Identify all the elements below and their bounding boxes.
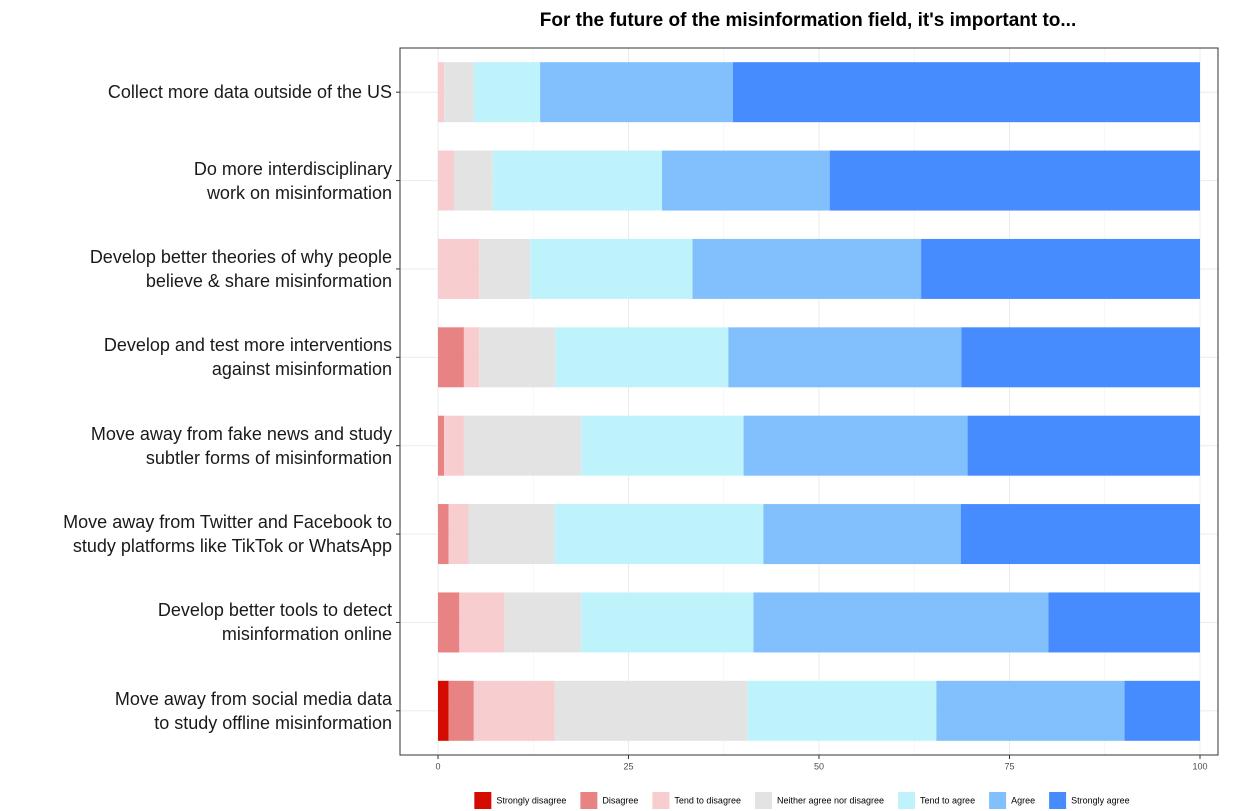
bar-segment xyxy=(732,62,1200,123)
bar-segment xyxy=(438,592,460,653)
y-tick-label: Develop and test more interventions agai… xyxy=(103,335,392,380)
bar-segment xyxy=(662,150,830,211)
bar-segment xyxy=(581,415,744,476)
bar-segment xyxy=(438,62,445,123)
y-tick-label: Do more interdisciplinary work on misinf… xyxy=(193,158,392,203)
bar-segment xyxy=(540,62,733,123)
bar-segment xyxy=(692,238,922,299)
bar-segment xyxy=(459,592,505,653)
bar-segment xyxy=(438,415,445,476)
bar-segment xyxy=(728,327,962,388)
bar-segment xyxy=(479,238,531,299)
bar-segment xyxy=(753,592,1049,653)
legend-label: Tend to agree xyxy=(920,795,975,805)
bar-segment xyxy=(530,238,693,299)
panel-border xyxy=(399,47,1219,756)
legend-label: Disagree xyxy=(602,795,638,805)
x-tick-label: 0 xyxy=(435,761,440,771)
y-tick-label: Collect more data outside of the US xyxy=(107,82,392,103)
bar-segment xyxy=(967,415,1200,476)
bar-segment xyxy=(473,680,555,741)
y-tick-label: Move away from Twitter and Facebook to s… xyxy=(63,512,392,557)
bar-segment xyxy=(554,680,748,741)
bar-segment xyxy=(438,238,480,299)
bar-segment xyxy=(438,327,464,388)
x-tick-label: 100 xyxy=(1192,761,1207,771)
legend-label: Strongly agree xyxy=(1071,795,1130,805)
bar-segment xyxy=(829,150,1200,211)
legend-label: Strongly disagree xyxy=(496,795,566,805)
bar-segment xyxy=(463,415,582,476)
bar-segment xyxy=(1048,592,1200,653)
legend-label: Neither agree nor disagree xyxy=(777,795,884,805)
x-tick-label: 75 xyxy=(1004,761,1014,771)
legend-swatch xyxy=(1049,792,1067,809)
bar-segment xyxy=(1124,680,1200,741)
legend-swatch xyxy=(754,792,772,809)
chart-title: For the future of the misinformation fie… xyxy=(540,10,1077,31)
x-tick-label: 25 xyxy=(623,761,633,771)
legend-swatch xyxy=(580,792,598,809)
bar-segment xyxy=(554,504,764,565)
bar-segment xyxy=(504,592,582,653)
y-tick-label: Develop better tools to detect misinform… xyxy=(157,600,392,645)
bar-segment xyxy=(747,680,937,741)
bar-segment xyxy=(468,504,555,565)
bar-segment xyxy=(448,504,469,565)
bar-segment xyxy=(473,62,541,123)
bar-segment xyxy=(763,504,961,565)
bar-segment xyxy=(555,327,729,388)
legend-swatch xyxy=(474,792,492,809)
y-tick-label: Develop better theories of why people be… xyxy=(89,246,392,291)
bar-segment xyxy=(438,680,449,741)
bar-segment xyxy=(444,62,474,123)
bar-segment xyxy=(581,592,754,653)
bar-segment xyxy=(492,150,663,211)
legend-label: Agree xyxy=(1011,795,1035,805)
legend-swatch xyxy=(989,792,1007,809)
bar-segment xyxy=(463,327,480,388)
bar-segment xyxy=(448,680,474,741)
bar-segment xyxy=(438,504,449,565)
bar-segment xyxy=(961,327,1200,388)
legend-label: Tend to disagree xyxy=(674,795,741,805)
bar-segment xyxy=(438,150,455,211)
y-tick-label: Move away from fake news and study subtl… xyxy=(90,423,392,468)
legend-swatch xyxy=(898,792,916,809)
bar-segment xyxy=(960,504,1200,565)
bar-segment xyxy=(479,327,556,388)
x-tick-label: 50 xyxy=(814,761,824,771)
legend-swatch xyxy=(652,792,670,809)
bar-segment xyxy=(743,415,968,476)
y-tick-label: Move away from social media data to stud… xyxy=(114,688,392,733)
bar-segment xyxy=(921,238,1200,299)
bar-segment xyxy=(444,415,464,476)
bar-segment xyxy=(936,680,1125,741)
bar-segment xyxy=(454,150,493,211)
